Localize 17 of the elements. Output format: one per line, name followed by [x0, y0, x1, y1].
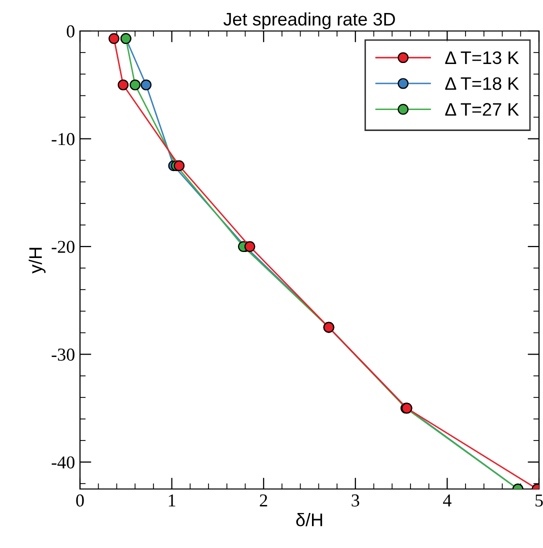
y-tick-label: 0 — [66, 25, 74, 38]
legend-label: Δ T=13 K — [445, 51, 519, 64]
y-tick-label: -30 — [52, 348, 74, 361]
chart-title: Jet spreading rate 3D — [223, 12, 395, 30]
y-tick-label: -40 — [52, 456, 74, 468]
y-tick-label: -10 — [52, 133, 74, 146]
legend-label: Δ T=18 K — [445, 77, 519, 90]
x-tick-label: 0 — [76, 494, 84, 507]
x-tick-label: 5 — [536, 494, 543, 507]
x-tick-label: 2 — [260, 494, 268, 506]
x-tick-label: 1 — [168, 494, 176, 506]
x-axis-title: δ/H — [296, 513, 322, 526]
legend-label: Δ T=27 K — [445, 103, 519, 116]
y-tick-label: -20 — [52, 240, 74, 253]
x-tick-label: 4 — [443, 494, 452, 506]
x-tick-label: 3 — [352, 494, 360, 507]
y-axis-title: y/H — [28, 248, 46, 274]
